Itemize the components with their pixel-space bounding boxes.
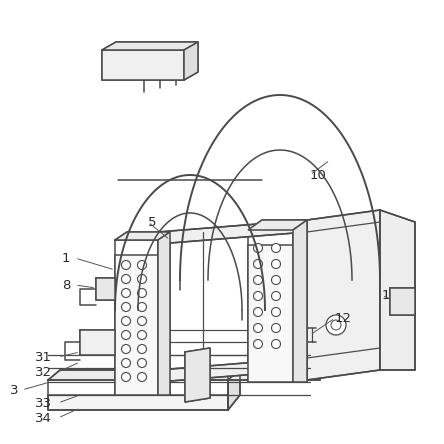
Circle shape (271, 308, 281, 317)
Circle shape (138, 317, 147, 325)
Circle shape (271, 292, 281, 301)
Circle shape (122, 358, 131, 368)
Text: 8: 8 (62, 278, 71, 292)
Polygon shape (48, 370, 240, 380)
Circle shape (138, 373, 147, 381)
Text: 32: 32 (35, 365, 52, 378)
Circle shape (254, 324, 262, 333)
Polygon shape (185, 348, 210, 402)
Polygon shape (248, 245, 293, 382)
Polygon shape (158, 358, 307, 382)
Text: 5: 5 (148, 215, 156, 229)
Text: 33: 33 (35, 396, 52, 409)
Circle shape (138, 289, 147, 297)
Circle shape (138, 358, 147, 368)
Circle shape (138, 261, 147, 270)
Polygon shape (228, 370, 240, 410)
Polygon shape (102, 50, 184, 80)
Circle shape (254, 340, 262, 349)
Circle shape (138, 302, 147, 312)
Polygon shape (293, 220, 307, 382)
Circle shape (122, 330, 131, 340)
Polygon shape (307, 210, 380, 380)
Polygon shape (310, 352, 320, 380)
Text: 31: 31 (35, 350, 52, 364)
Circle shape (122, 373, 131, 381)
Polygon shape (248, 220, 307, 230)
Circle shape (331, 320, 341, 330)
Circle shape (122, 302, 131, 312)
Polygon shape (48, 395, 228, 410)
Circle shape (271, 340, 281, 349)
Text: 3: 3 (10, 384, 19, 396)
Circle shape (138, 345, 147, 353)
Circle shape (122, 345, 131, 353)
Circle shape (254, 243, 262, 253)
Text: 34: 34 (35, 412, 52, 424)
Circle shape (271, 324, 281, 333)
Polygon shape (158, 220, 307, 244)
Circle shape (138, 330, 147, 340)
Circle shape (122, 274, 131, 284)
Polygon shape (115, 232, 170, 240)
Text: 11: 11 (382, 289, 399, 301)
Polygon shape (115, 255, 158, 395)
Polygon shape (228, 370, 310, 380)
Polygon shape (80, 330, 115, 355)
Polygon shape (158, 232, 170, 395)
Circle shape (271, 275, 281, 285)
Circle shape (122, 261, 131, 270)
Circle shape (254, 308, 262, 317)
Circle shape (271, 243, 281, 253)
Text: 10: 10 (310, 169, 327, 182)
Polygon shape (102, 42, 198, 50)
Text: 12: 12 (335, 312, 352, 325)
Circle shape (254, 292, 262, 301)
Polygon shape (184, 42, 198, 80)
Polygon shape (390, 288, 415, 315)
Circle shape (138, 274, 147, 284)
Circle shape (271, 259, 281, 269)
Circle shape (326, 315, 346, 335)
Circle shape (254, 259, 262, 269)
Polygon shape (380, 210, 415, 370)
Circle shape (122, 289, 131, 297)
Circle shape (122, 317, 131, 325)
Polygon shape (96, 278, 115, 300)
Text: 1: 1 (62, 251, 71, 265)
Circle shape (254, 275, 262, 285)
